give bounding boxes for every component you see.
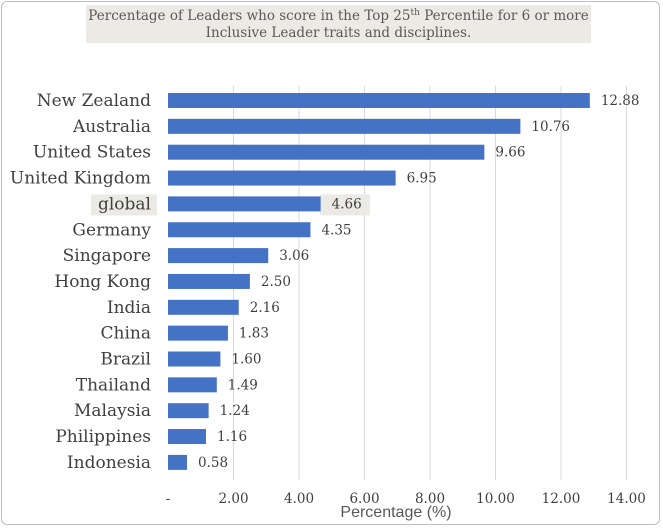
value-label-germany: 4.35: [321, 222, 351, 238]
category-label-united-kingdom: United Kingdom: [10, 169, 151, 189]
value-label-united-states: 9.66: [495, 145, 525, 161]
highlight-backgrounds: [91, 194, 370, 216]
value-label-australia: 10.76: [531, 119, 570, 135]
category-label-malaysia: Malaysia: [74, 401, 151, 421]
category-label-china: China: [101, 324, 151, 344]
category-label-global: global: [98, 194, 151, 214]
bar-philippines: [168, 429, 206, 445]
chart-title: Percentage of Leaders who score in the T…: [86, 5, 591, 43]
x-tick-labels: - 2.00 4.00 6.00 8.00 10.00 12.00 14.00: [166, 491, 646, 507]
bar-global: [168, 196, 321, 212]
value-labels: 12.88 10.76 9.66 6.95 4.66 4.35 3.06 2.50 2.16 1.…: [198, 93, 639, 471]
value-label-indonesia: 0.58: [198, 455, 228, 471]
category-label-hong-kong: Hong Kong: [54, 272, 151, 292]
value-label-hong-kong: 2.50: [261, 274, 291, 290]
highlight-value-background: [320, 194, 370, 216]
category-label-singapore: Singapore: [63, 246, 151, 266]
category-label-india: India: [107, 298, 151, 318]
category-labels: New Zealand Australia United States United …: [10, 91, 152, 473]
bar-new-zealand: [168, 93, 590, 108]
bar-brazil: [168, 351, 221, 367]
value-label-global: 4.66: [332, 196, 362, 212]
x-tick-label: 8.00: [415, 491, 445, 507]
x-axis-label: Percentage (%): [340, 504, 451, 521]
title-text-start: Percentage of Leaders who score in the T…: [88, 8, 411, 24]
x-tick-label: 4.00: [284, 491, 314, 507]
category-label-germany: Germany: [72, 220, 151, 240]
bar-australia: [168, 118, 521, 134]
category-label-philippines: Philippines: [55, 427, 151, 447]
value-label-brazil: 1.60: [231, 352, 261, 368]
bar-germany: [168, 222, 311, 238]
value-label-thailand: 1.49: [228, 377, 258, 393]
x-tick-label: 2.00: [218, 491, 248, 507]
category-label-indonesia: Indonesia: [67, 453, 151, 473]
x-tick-label: 6.00: [349, 491, 379, 507]
value-label-philippines: 1.16: [217, 429, 247, 445]
bar-india: [168, 299, 239, 315]
category-label-new-zealand: New Zealand: [37, 91, 151, 111]
value-label-malaysia: 1.24: [220, 403, 250, 419]
category-label-brazil: Brazil: [100, 350, 151, 370]
category-label-australia: Australia: [72, 117, 151, 137]
value-label-united-kingdom: 6.95: [407, 171, 437, 187]
x-tick-label: -: [166, 491, 171, 507]
chart-title-line-2: Inclusive Leader traits and disciplines.: [205, 25, 472, 41]
value-label-china: 1.83: [239, 326, 269, 342]
category-label-thailand: Thailand: [76, 375, 151, 395]
category-label-united-states: United States: [33, 143, 151, 163]
bar-united-kingdom: [168, 170, 396, 186]
x-tick-label: 10.00: [476, 491, 515, 507]
chart-title-line-1: Percentage of Leaders who score in the T…: [86, 8, 591, 24]
bar-indonesia: [168, 454, 187, 470]
bar-united-states: [168, 144, 485, 160]
bars: [168, 93, 590, 470]
x-tick-label: 14.00: [607, 491, 646, 507]
bar-hong-kong: [168, 273, 250, 289]
bar-china: [168, 325, 228, 341]
bar-malaysia: [168, 403, 209, 419]
value-label-singapore: 3.06: [279, 248, 309, 264]
bar-thailand: [168, 377, 217, 393]
x-tick-label: 12.00: [542, 491, 581, 507]
bar-singapore: [168, 248, 269, 264]
highlight-category-background: [91, 194, 157, 216]
value-label-new-zealand: 12.88: [601, 93, 640, 109]
title-text-end: Percentile for 6 or more: [419, 8, 589, 24]
value-label-india: 2.16: [250, 300, 280, 316]
title-superscript: th: [410, 8, 420, 18]
